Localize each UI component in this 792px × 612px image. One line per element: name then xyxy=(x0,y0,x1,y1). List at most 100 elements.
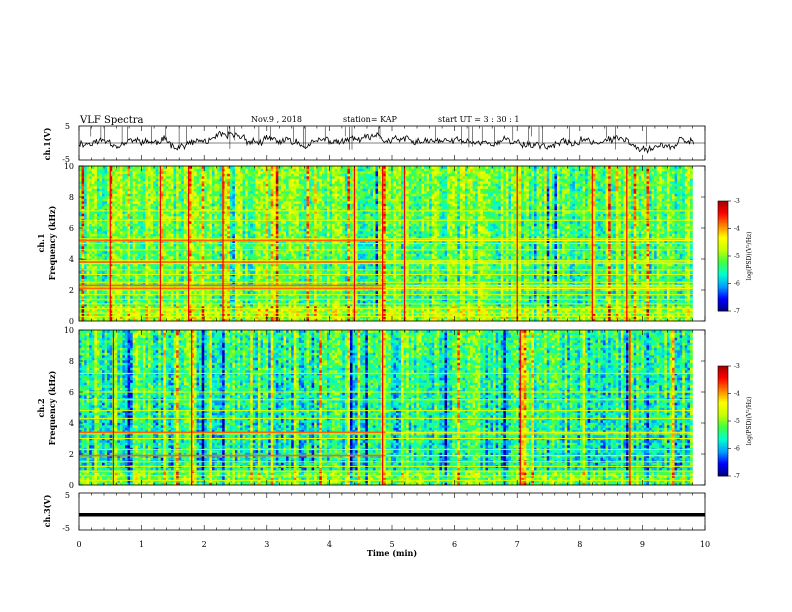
spectrogram-cell xyxy=(257,271,261,274)
spectrogram-cell xyxy=(240,258,243,262)
spectrogram-cell xyxy=(255,251,259,254)
spectrogram-cell xyxy=(165,233,169,237)
spectrogram-cell xyxy=(114,193,118,197)
spectrogram-cell xyxy=(214,173,218,177)
spectrogram-cell xyxy=(89,196,93,199)
spectrogram-cell xyxy=(96,246,100,249)
spectrogram-cell xyxy=(109,301,113,304)
spectrogram-cell xyxy=(211,233,215,237)
spectrogram-cell xyxy=(112,213,116,217)
spectrogram-cell xyxy=(273,291,277,294)
spectrogram-cell xyxy=(173,228,177,232)
spectrogram-cell xyxy=(265,266,269,269)
spectrogram-cell xyxy=(81,176,85,179)
spectrogram-cell xyxy=(91,193,95,197)
spectrogram-cell xyxy=(132,253,136,257)
spectrogram-cell xyxy=(270,216,274,219)
spectrogram-cell xyxy=(117,168,121,172)
spectrogram-cell xyxy=(145,201,149,204)
spectrogram-cell xyxy=(214,316,218,319)
spectrogram-cell xyxy=(234,316,238,319)
spectrogram-cell xyxy=(165,188,169,192)
spectrogram-cell xyxy=(86,223,90,227)
spectrogram-cell xyxy=(263,251,266,254)
spectrogram-cell xyxy=(160,311,164,314)
spectrogram-cell xyxy=(94,188,98,192)
spectrogram-cell xyxy=(224,176,228,179)
spectrogram-cell xyxy=(229,266,233,269)
spectrogram-cell xyxy=(255,186,259,189)
spectrogram-cell xyxy=(155,298,159,302)
spectrogram-cell xyxy=(173,173,177,177)
spectrogram-cell xyxy=(229,168,233,172)
spectrogram-cell xyxy=(142,298,146,302)
spectrogram-cell xyxy=(150,216,154,219)
spectrogram-cell xyxy=(275,236,279,239)
spectrogram-cell xyxy=(107,291,110,294)
spectrogram-cell xyxy=(245,193,249,197)
spectrogram-cell xyxy=(240,183,243,187)
spectrogram-cell xyxy=(275,291,279,294)
spectrogram-cell xyxy=(260,301,264,304)
spectrogram-cell xyxy=(114,181,118,184)
spectrogram-cell xyxy=(158,181,162,184)
spectrogram-cell xyxy=(89,278,93,282)
spectrogram-cell xyxy=(250,183,254,187)
spectrogram-cell xyxy=(81,258,85,262)
spectrogram-cell xyxy=(214,211,218,214)
spectrogram-cell xyxy=(150,243,154,247)
spectrogram-cell xyxy=(135,251,139,254)
spectrogram-cell xyxy=(145,176,149,179)
spectrogram-cell xyxy=(89,256,93,259)
spectrogram-cell xyxy=(224,276,228,279)
spectrogram-cell xyxy=(84,168,87,172)
spectrogram-cell xyxy=(122,223,126,227)
spectrogram-cell xyxy=(224,303,228,307)
spectrogram-cell xyxy=(209,231,213,234)
spectrogram-cell xyxy=(201,278,205,282)
spectrogram-cell xyxy=(107,258,110,262)
spectrogram-cell xyxy=(270,318,274,322)
spectrogram-cell xyxy=(186,193,190,197)
spectrogram-cell xyxy=(237,298,241,302)
spectrogram-cell xyxy=(137,231,141,234)
spectrogram-cell xyxy=(270,316,274,319)
spectrogram-cell xyxy=(89,236,93,239)
spectrogram-cell xyxy=(176,243,179,247)
spectrogram-cell xyxy=(153,183,156,187)
spectrogram-cell xyxy=(86,171,90,174)
spectrogram-cell xyxy=(91,216,95,219)
spectrogram-cell xyxy=(250,166,254,169)
spectrogram-cell xyxy=(232,198,236,202)
spectrogram-cell xyxy=(176,186,179,189)
spectrogram-cell xyxy=(150,168,154,172)
spectrogram-cell xyxy=(260,258,264,262)
spectrogram-cell xyxy=(158,256,162,259)
spectrogram-cell xyxy=(148,191,151,194)
spectrogram-cell xyxy=(173,256,177,259)
spectrogram-cell xyxy=(217,191,220,194)
spectrogram-cell xyxy=(119,278,123,282)
spectrogram-cell xyxy=(240,316,243,319)
spectrogram-cell xyxy=(201,183,205,187)
spectrogram-cell xyxy=(89,223,93,227)
spectrogram-cell xyxy=(119,263,123,267)
spectrogram-cell xyxy=(275,168,279,172)
spectrogram-cell xyxy=(240,188,243,192)
spectrogram-cell xyxy=(165,231,169,234)
spectrogram-cell xyxy=(130,291,133,294)
spectrogram-cell xyxy=(245,298,249,302)
spectrogram-cell xyxy=(263,198,266,202)
spectrogram-cell xyxy=(148,181,151,184)
spectrogram-cell xyxy=(165,236,169,239)
spectrogram-cell xyxy=(240,296,243,299)
spectrogram-cell xyxy=(158,223,162,227)
spectrogram-cell xyxy=(181,276,185,279)
spectrogram-cell xyxy=(191,226,195,229)
spectrogram-cell xyxy=(178,226,182,229)
spectrogram-cell xyxy=(160,231,164,234)
spectrogram-cell xyxy=(160,271,164,274)
spectrogram-cell xyxy=(191,243,195,247)
spectrogram-cell xyxy=(199,196,202,199)
spectrogram-cell xyxy=(79,223,82,227)
